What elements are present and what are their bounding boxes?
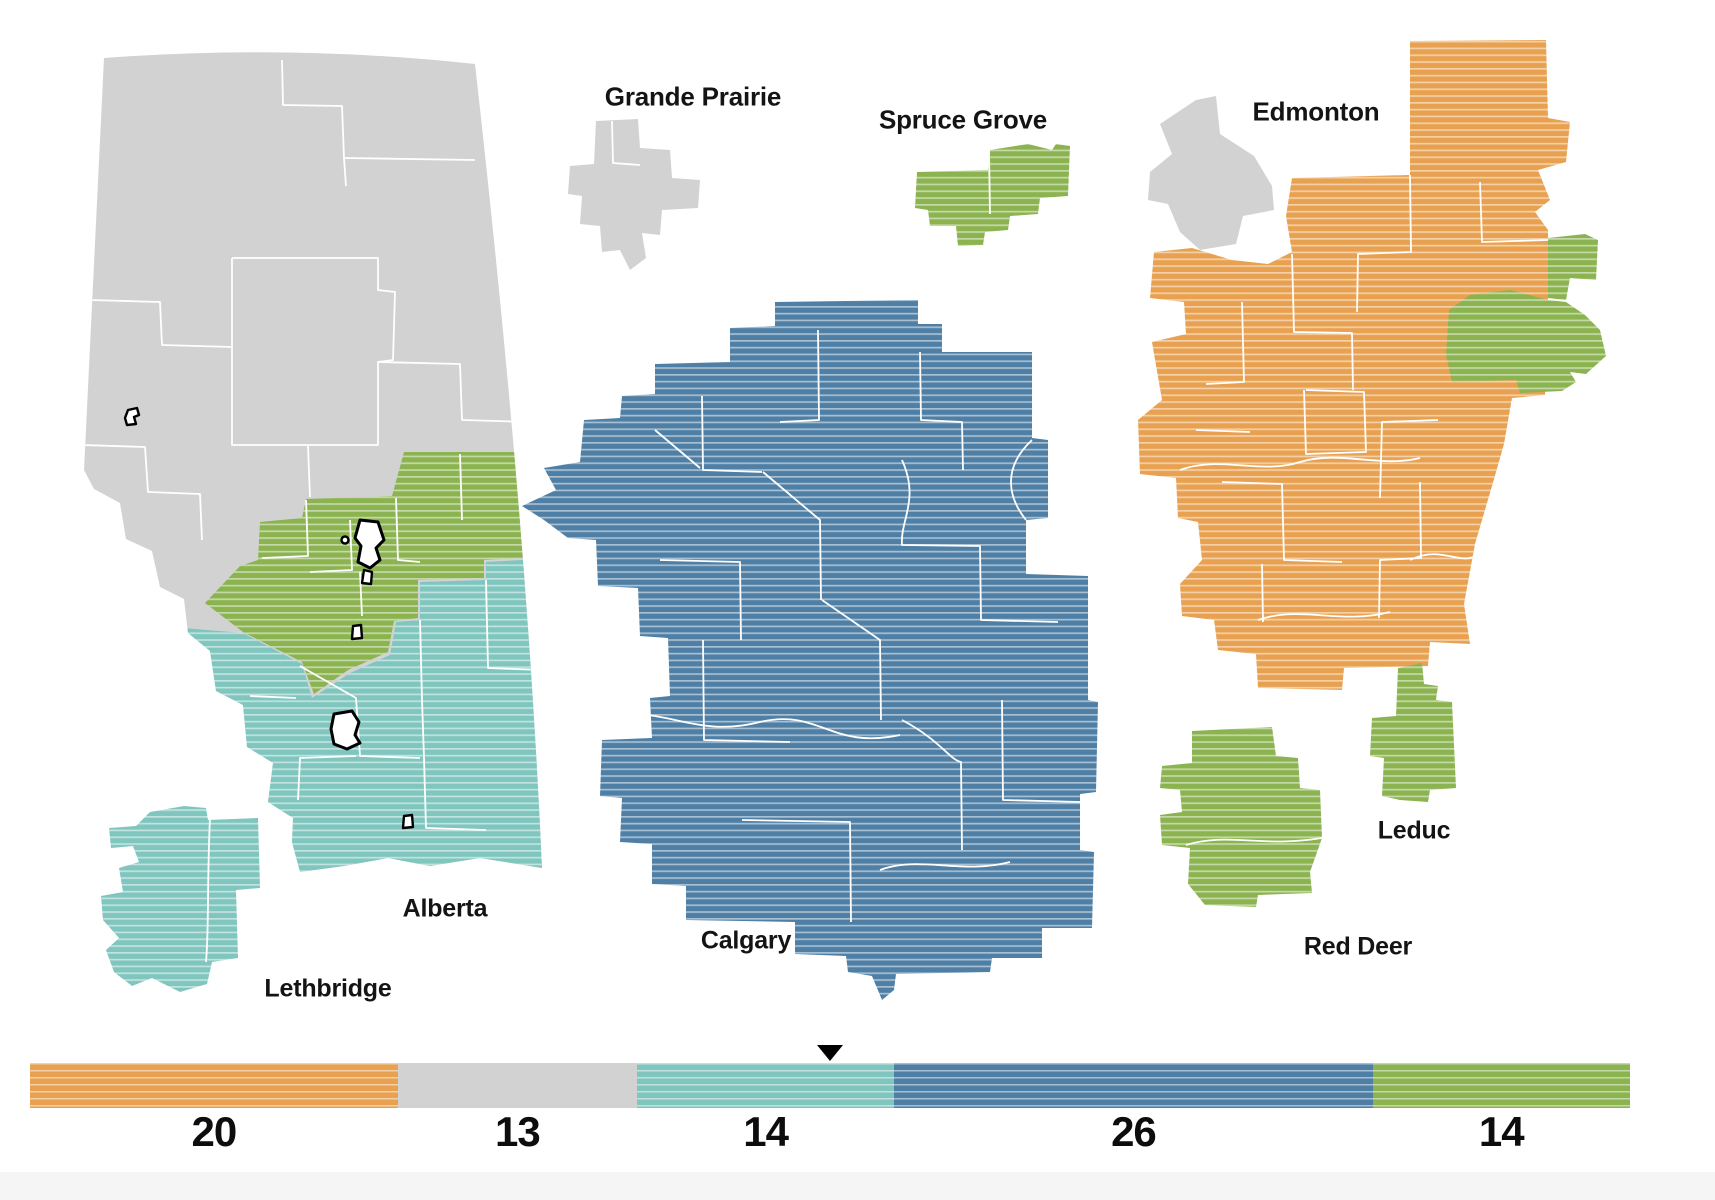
seat-count-teal: 14 [743, 1108, 789, 1155]
label-lethbridge: Lethbridge [264, 974, 392, 1003]
seat-bar-segment-blue [894, 1063, 1373, 1108]
st-albert-gray-shape[interactable] [1148, 96, 1274, 250]
red-deer-map[interactable] [1160, 727, 1322, 907]
alberta-central-green-region [205, 452, 542, 694]
calgary-cutout [329, 709, 362, 751]
spruce-grove-map[interactable] [915, 144, 1070, 246]
majority-midpoint-triangle [817, 1045, 843, 1061]
edmonton-district-boundaries [1179, 174, 1549, 623]
leduc-map[interactable] [1370, 663, 1456, 802]
seat-bar-segment-orange [30, 1063, 398, 1108]
city-cutout-holes [329, 518, 386, 751]
seat-bar-segment-teal [636, 1063, 895, 1108]
edmonton-east-green-upper[interactable] [1548, 234, 1598, 300]
grande-prairie-map[interactable] [568, 119, 700, 270]
seat-count-orange: 20 [191, 1108, 238, 1155]
seat-counts-row: 20 13 14 26 14 [30, 1108, 1630, 1156]
small-cutout-dots [123, 406, 415, 830]
calgary-district-boundaries [599, 329, 1081, 923]
edmonton-cutout [353, 518, 386, 570]
label-alberta: Alberta [402, 894, 488, 923]
label-edmonton: Edmonton [1252, 96, 1380, 127]
seat-bar-segment-green [1372, 1063, 1630, 1108]
edmonton-map[interactable] [1138, 40, 1606, 690]
seat-count-blue: 26 [1111, 1108, 1157, 1155]
lethbridge-map[interactable] [101, 806, 260, 992]
seat-bar [30, 1045, 1630, 1108]
seat-count-green: 14 [1478, 1108, 1525, 1155]
label-red-deer: Red Deer [1303, 932, 1413, 961]
alberta-province-map[interactable] [60, 30, 580, 910]
seat-bar-segment-gray [397, 1063, 637, 1108]
seat-count-gray: 13 [494, 1108, 541, 1155]
calgary-map[interactable] [522, 300, 1098, 1000]
label-grande-prairie: Grande Prairie [604, 81, 782, 112]
label-leduc: Leduc [1377, 816, 1451, 845]
label-spruce-grove: Spruce Grove [878, 104, 1048, 135]
edmonton-east-green-lower[interactable] [1446, 290, 1606, 393]
label-calgary: Calgary [700, 926, 792, 955]
footer-band [0, 1172, 1715, 1200]
